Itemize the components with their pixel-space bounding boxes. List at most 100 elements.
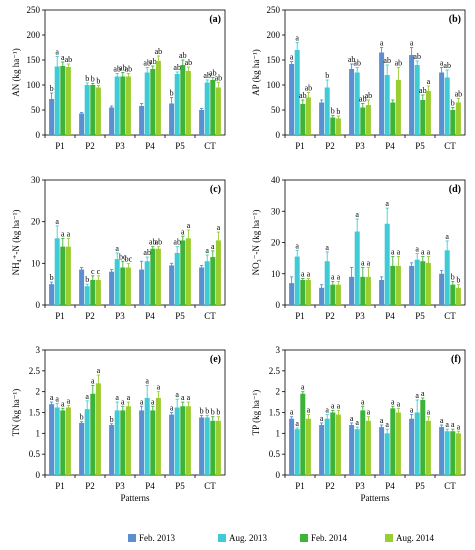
significance-letter: ab	[149, 238, 157, 247]
bar	[354, 429, 360, 475]
bar	[330, 412, 336, 475]
significance-letter: a	[350, 414, 354, 423]
significance-letter: a	[121, 397, 125, 406]
significance-letter: a	[307, 406, 311, 415]
y-axis-label: AN (kg ha⁻¹)	[11, 48, 21, 96]
bar	[174, 74, 180, 135]
significance-letter: a	[367, 259, 371, 268]
bar	[335, 118, 341, 135]
bar	[395, 265, 401, 305]
y-tick-label: 150	[267, 55, 281, 65]
bar	[84, 409, 90, 475]
significance-letter: a	[337, 273, 341, 282]
y-tick-label: 2	[276, 387, 281, 397]
panel-label: (e)	[210, 354, 221, 365]
significance-letter: bc	[125, 254, 133, 263]
x-tick-label: P5	[175, 311, 185, 321]
significance-letter: b	[325, 71, 329, 80]
bar	[109, 107, 115, 135]
bar	[300, 393, 306, 475]
bar	[150, 248, 156, 305]
bar	[305, 280, 311, 305]
y-tick-label: 3	[36, 345, 41, 355]
x-tick-label: P1	[295, 481, 305, 491]
significance-letter: a	[325, 406, 329, 415]
bar	[114, 259, 120, 305]
significance-letter: a	[295, 241, 299, 250]
significance-letter: a	[440, 416, 444, 425]
significance-letter: a	[97, 366, 101, 375]
bar	[439, 273, 445, 305]
y-tick-label: 10	[31, 258, 41, 268]
significance-letter: ab	[143, 59, 151, 68]
significance-letter: a	[391, 397, 395, 406]
bar	[365, 420, 371, 475]
significance-letter: a	[397, 399, 401, 408]
bar	[150, 410, 156, 475]
bar	[439, 427, 445, 475]
bar	[139, 269, 145, 305]
bar	[109, 425, 115, 475]
bar	[335, 284, 341, 305]
x-tick-label: P1	[55, 481, 65, 491]
bar	[125, 406, 131, 475]
bar	[395, 80, 401, 135]
significance-letter: b	[200, 406, 204, 415]
significance-letter: ab	[419, 86, 427, 95]
significance-letter: b	[331, 107, 335, 116]
y-tick-label: 0	[36, 300, 41, 310]
bar	[289, 418, 295, 475]
legend-item: Feb. 2013	[128, 533, 176, 543]
x-tick-label: P1	[55, 311, 65, 321]
x-tick-label: P3	[115, 481, 125, 491]
bar	[120, 267, 126, 305]
bar	[79, 422, 85, 475]
bar	[49, 404, 55, 475]
y-tick-label: 0	[36, 470, 41, 480]
bar	[174, 407, 180, 475]
significance-letter: a	[457, 422, 461, 431]
x-tick-label: P5	[415, 481, 425, 491]
significance-letter: a	[331, 401, 335, 410]
significance-letter: ab	[173, 238, 181, 247]
significance-letter: ab	[113, 65, 121, 74]
significance-letter: ab	[209, 69, 217, 78]
significance-letter: a	[290, 408, 294, 417]
significance-letter: a	[157, 383, 161, 392]
significance-letter: a	[55, 217, 59, 226]
significance-letter: a	[307, 269, 311, 278]
panel-label: (c)	[210, 184, 221, 195]
significance-letter: a	[427, 408, 431, 417]
significance-letter: a	[115, 244, 119, 253]
significance-letter: a	[61, 399, 65, 408]
significance-letter: a	[325, 243, 329, 252]
significance-letter: a	[67, 396, 71, 405]
bar	[95, 383, 101, 475]
bar	[414, 412, 420, 475]
x-tick-label: P4	[385, 481, 395, 491]
y-tick-label: 1	[36, 428, 41, 438]
bar	[450, 284, 456, 305]
significance-letter: ab	[299, 91, 307, 100]
bar	[409, 55, 415, 135]
y-axis-label: NH₄⁺-N (kg ha⁻¹)	[11, 210, 21, 276]
y-tick-label: 40	[271, 175, 281, 185]
significance-letter: a	[355, 418, 359, 427]
significance-letter: a	[290, 53, 294, 62]
legend-label: Aug. 2013	[229, 533, 267, 543]
significance-letter: a	[451, 420, 455, 429]
plot-frame	[284, 9, 466, 136]
significance-letter: c	[97, 267, 101, 276]
x-tick-label: P1	[295, 311, 305, 321]
x-tick-label: P2	[325, 481, 335, 491]
significance-letter: ab	[455, 90, 463, 99]
bar	[210, 257, 216, 305]
x-tick-label: P4	[145, 481, 155, 491]
significance-letter: a	[301, 383, 305, 392]
significance-letter: a	[67, 229, 71, 238]
bar	[420, 261, 426, 305]
legend-label: Aug. 2014	[396, 533, 434, 543]
